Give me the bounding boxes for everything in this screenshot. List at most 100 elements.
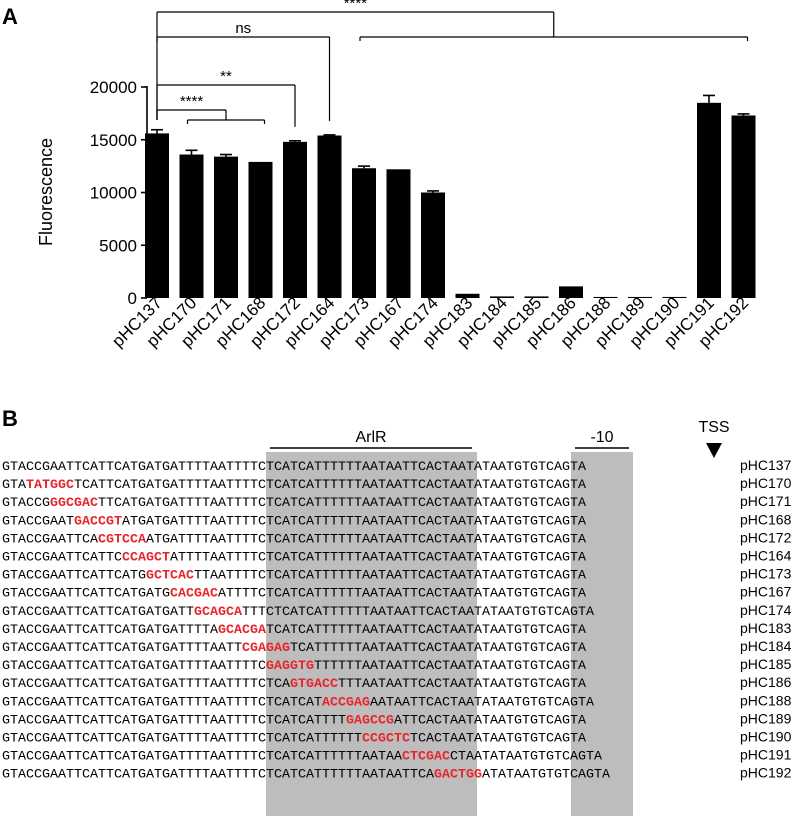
sequence-row: GTACCGAATTCATTCATGATGATTTTAATTTTCTCATCAT… — [2, 729, 792, 746]
mutation: GACTGG — [434, 767, 482, 782]
bar-pHC168 — [248, 161, 273, 298]
sequence-text: GTACCGAATTCATTCATGATGATT GCAGCATTTCTCATCA… — [2, 604, 594, 619]
sequence-segment: ATATAATGTGTCAGTA — [482, 767, 610, 782]
sequence-segment: ATTTTAATTTTCTCATCATTTTTTAATAATTCACTAATAT… — [170, 550, 586, 565]
mutation: CCGCTC — [362, 731, 410, 746]
sequence-segment: GTACCGAATTCATTCATGATGATTTTAATTTTCTCATCAT… — [2, 749, 402, 764]
plasmid-label: pHC188 — [740, 692, 792, 708]
sequence-row: GTACCGGGCGACTTCATGATGATTTTAATTTTCTCATCAT… — [2, 493, 792, 510]
mutation: CACGAC — [170, 586, 218, 601]
mutation: GTGACC — [290, 676, 338, 691]
sequence-text: GTACCGAATTCATTCATGATGATTTTAATTTTCTCATCAT… — [2, 694, 594, 709]
sequence-segment: GTA — [2, 477, 26, 492]
sequence-segment: GTACCGAATTCATTCATGATGATTTTAATT — [2, 640, 242, 655]
significance-label: ns — [235, 20, 251, 37]
mutation: ACCGAG — [322, 694, 370, 709]
mutation: GCAGCA — [194, 604, 242, 619]
mutation: GAGCCG — [346, 712, 394, 727]
sequence-row: GTACCGAATTCATTCATGATGATTTTAATTTTCTCATCAT… — [2, 710, 792, 727]
plasmid-label: pHC173 — [740, 566, 792, 582]
sequence-segment: TTTCTCATCATTTTTTAATAATTCACTAATATAATGTGTC… — [242, 604, 594, 619]
sequence-row: GTACCGAATTCATTCATGATGATTTTAATTTTCTCATCAT… — [2, 747, 792, 764]
bar-pHC184 — [490, 296, 514, 298]
feature-annotations: ArlR -10 TSS — [270, 419, 730, 458]
x-tick-labels: pHC137pHC170pHC171pHC168pHC172pHC164pHC1… — [108, 293, 752, 351]
sequence-text: GTACCGGGCGACTTCATGATGATTTTAATTTTCTCATCAT… — [2, 495, 586, 510]
sequence-text: GTACCGAAT GACCGTATGATGATTTTAATTTTCTCATCAT… — [2, 513, 586, 528]
bar-pHC189 — [628, 296, 652, 298]
sequence-segment: TCATCATTTTTTAATAATTCACTAATATAATGTGTCAGTA — [266, 622, 586, 637]
sequence-row: GTACCGAATTCATTCATGATGATTTTAATT CGAGAGTCAT… — [2, 638, 792, 655]
sequence-text: GTACCGAATTCATTCATGATGATTTTAATTTTCTCATCAT… — [2, 767, 610, 782]
sequence-text: GTACCGAATTCATTCATGATGATTTTAATTTTC GAGGTGT… — [2, 658, 586, 673]
sequence-rows: GTACCGAATTCATTCATGATGATTTTAATTTTCTCATCAT… — [2, 457, 792, 782]
sequence-row: GTACCGAAT GACCGTATGATGATTTTAATTTTCTCATCAT… — [2, 511, 792, 528]
y-axis-label: Fluorescence — [36, 138, 56, 246]
sequence-segment: GTACCGAATTCATTCATG — [2, 568, 146, 583]
bar-pHC186 — [559, 286, 583, 298]
bar-pHC164 — [317, 135, 342, 298]
significance-bracket: **** — [156, 93, 266, 124]
sequence-segment: ATGATTTTAATTTTCTCATCATTTTTTAATAATTCACTAA… — [146, 531, 586, 546]
plasmid-label: pHC137 — [740, 457, 792, 473]
sequence-text: GTACCGAATTCATTCATGATGATTTTAATTTTCTCATCAT… — [2, 749, 602, 764]
panel-b-letter: B — [2, 406, 18, 431]
mutation: GAGGTG — [266, 658, 314, 673]
mutation: CGTCCA — [98, 531, 146, 546]
mutation: GACCGT — [74, 513, 122, 528]
tss-arrow-icon — [706, 443, 722, 458]
plasmid-label: pHC189 — [740, 710, 792, 726]
significance-brackets: ****ns****** — [156, 0, 749, 127]
sequence-segment: GTACCGAATTCATTCATGATGATTTTAATTTTCTCATCAT… — [2, 712, 346, 727]
bar-pHC185 — [524, 296, 549, 298]
sequence-text: GTATATGGCTCATTCATGATGATTTTAATTTTCTCATCAT… — [2, 477, 586, 492]
y-tick-label: 20000 — [90, 78, 137, 97]
sequence-segment: GTACCGAAT — [2, 513, 74, 528]
sequence-row: GTACCGAATTCATTCATGATGATT GCAGCATTTCTCATCA… — [2, 602, 792, 619]
sequence-segment: TTCATGATGATTTTAATTTTCTCATCATTTTTTAATAATT… — [98, 495, 586, 510]
sequence-segment: AATAATTCACTAATATAATGTGTCAGTA — [370, 694, 594, 709]
sequence-segment: CTAATATAATGTGTCAGTA — [450, 749, 602, 764]
sequence-segment: GTACCG — [2, 495, 50, 510]
sequence-text: GTACCGAATTCATTCATGATGATTTTA GCACGATCATCAT… — [2, 622, 586, 637]
mutation: CGAGAG — [242, 640, 290, 655]
mutation: GGCGAC — [50, 495, 98, 510]
plasmid-label: pHC168 — [740, 511, 792, 527]
y-tick-label: 10000 — [90, 184, 137, 203]
arlr-label: ArlR — [355, 429, 386, 446]
sequence-row: GTACCGAATTCATTCATGATGATTTTAATTTTCTCATCAT… — [2, 765, 792, 782]
y-tick-label: 15000 — [90, 131, 137, 150]
mutation: CCAGCT — [122, 550, 170, 565]
sequence-text: GTACCGAATTCATTCATG GCTCACTTAATTTTCTCATCAT… — [2, 568, 586, 583]
bar-pHC172 — [283, 141, 307, 298]
bar-pHC173 — [352, 168, 376, 298]
plasmid-label: pHC185 — [740, 656, 792, 672]
plasmid-label: pHC183 — [740, 620, 792, 636]
sequence-segment: GTACCGAATTCATTCATGATGATTTTAATTTTCTCATCAT… — [2, 731, 362, 746]
sequence-row: GTACCGAATTCATTC CCAGCTATTTTAATTTTCTCATCAT… — [2, 548, 792, 565]
sequence-segment: GTACCGAATTCA — [2, 531, 98, 546]
mutation: GCACGA — [218, 622, 266, 637]
y-tick-label: 5000 — [99, 236, 137, 255]
plasmid-label: pHC164 — [740, 548, 792, 564]
sequence-alignment: ArlR -10 TSS GTACCGAATTCATTCATGATGATTTTA… — [2, 419, 792, 816]
bar-pHC190 — [662, 296, 687, 298]
sequence-segment: GTACCGAATTCATTCATGATGATTTTAATTTTCTCA — [2, 676, 290, 691]
bar-pHC183 — [455, 293, 480, 298]
plasmid-label: pHC174 — [740, 602, 792, 618]
sequence-segment: TTAATTTTCTCATCATTTTTTAATAATTCACTAATATAAT… — [194, 568, 586, 583]
sequence-text: GTACCGAATTCATTCATGATGATTTTAATT CGAGAGTCAT… — [2, 640, 586, 655]
plasmid-label: pHC167 — [740, 584, 792, 600]
sequence-row: GTACCGAATTCATTCATGATGATTTTAATTTTC GAGGTGT… — [2, 656, 792, 673]
sequence-row: GTACCGAATTCATTCATG GCTCACTTAATTTTCTCATCAT… — [2, 566, 792, 583]
sequence-row: GTATATGGCTCATTCATGATGATTTTAATTTTCTCATCAT… — [2, 475, 792, 492]
sequence-segment: GTACCGAATTCATTCATGATGATTTTAATTTTCTCATCAT… — [2, 459, 586, 474]
sequence-segment: ATTTTCTCATCATTTTTTAATAATTCACTAATATAATGTG… — [218, 586, 586, 601]
sequence-text: GTACCGAATTCATTC CCAGCTATTTTAATTTTCTCATCAT… — [2, 550, 586, 565]
bar-pHC192 — [731, 115, 756, 298]
significance-label: ** — [220, 68, 232, 85]
sequence-segment: TCATTCATGATGATTTTAATTTTCTCATCATTTTTTAATA… — [74, 477, 586, 492]
sequence-segment: GTACCGAATTCATTCATGATGATTTTA — [2, 622, 218, 637]
